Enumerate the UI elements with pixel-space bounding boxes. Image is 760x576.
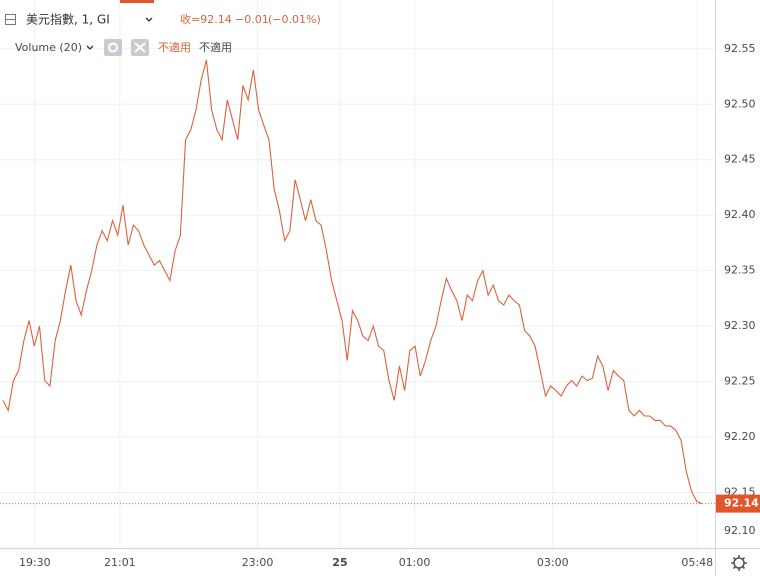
x-tick-label: 21:01: [104, 556, 136, 569]
y-tick-label: 92.55: [724, 42, 756, 55]
tab-indicator: [120, 0, 154, 3]
settings-icon: [108, 42, 118, 53]
indicator-caret[interactable]: [86, 45, 94, 50]
x-tick-label: 25: [332, 556, 347, 569]
x-tick-label: 19:30: [19, 556, 51, 569]
y-tick-label: 92.45: [724, 153, 756, 166]
close-text: 收=92.14: [180, 12, 232, 26]
y-tick-label: 92.40: [724, 208, 756, 221]
y-tick-label: 92.50: [724, 97, 756, 110]
x-tick-label: 05:48: [681, 556, 713, 569]
x-tick-label: 23:00: [242, 556, 274, 569]
change-text: −0.01: [235, 13, 269, 26]
remove-icon: [134, 42, 146, 53]
x-tick-label: 01:00: [399, 556, 431, 569]
indicator-name: Volume (20): [15, 41, 82, 54]
settings-button[interactable]: [104, 39, 122, 56]
y-tick-label: 92.35: [724, 264, 756, 277]
chart-title: 美元指數, 1, GI: [26, 12, 110, 27]
y-tick-label: 92.20: [724, 430, 756, 443]
indicator-value: 不適用: [199, 40, 232, 54]
last-price-box: [716, 494, 760, 513]
change-pct-text: (−0.01%): [268, 13, 321, 26]
y-tick-label: 92.10: [724, 524, 756, 537]
settings-gear-teeth: [731, 555, 747, 571]
indicator-value: 不適用: [158, 40, 191, 54]
last-price-label: 92.14: [724, 497, 759, 510]
x-tick-label: 03:00: [537, 556, 569, 569]
title-caret[interactable]: [145, 17, 153, 22]
y-tick-label: 92.30: [724, 319, 756, 332]
price-line: [2, 59, 703, 505]
y-tick-label: 92.25: [724, 375, 756, 388]
